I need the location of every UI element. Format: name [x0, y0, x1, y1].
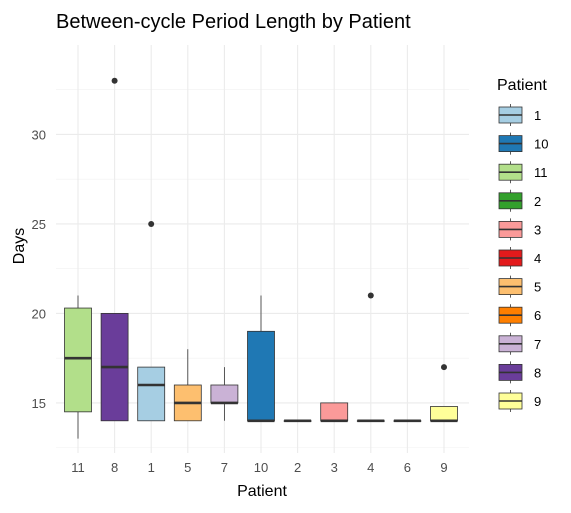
legend-label: 11: [534, 165, 548, 180]
x-axis-label: Patient: [237, 483, 287, 500]
chart-title: Between-cycle Period Length by Patient: [56, 11, 411, 33]
x-tick-label: 4: [367, 460, 374, 475]
legend-item-10: 10: [498, 132, 548, 155]
legend-item-6: 6: [498, 304, 541, 327]
x-tick-label: 7: [221, 460, 228, 475]
x-tick-label: 2: [294, 460, 301, 475]
legend-label: 10: [534, 137, 548, 152]
box-patient-7: [210, 367, 239, 421]
legend-item-1: 1: [498, 104, 541, 126]
box-patient-4: [356, 292, 385, 423]
legend-title: Patient: [497, 77, 547, 94]
legend-item-11: 11: [498, 161, 548, 184]
legend-label: 7: [534, 337, 541, 352]
outlier-point: [111, 77, 118, 84]
box-iqr: [430, 406, 458, 422]
box-iqr: [320, 402, 349, 422]
box-patient-11: [64, 295, 92, 439]
x-tick-label: 9: [440, 460, 447, 475]
legend: Patient 1 10 11 2 3 4 5 6 7 8 9: [497, 77, 548, 412]
outlier-point: [148, 220, 155, 227]
box-iqr: [137, 366, 166, 422]
y-axis-label: Days: [11, 228, 28, 264]
legend-item-2: 2: [498, 189, 541, 212]
box-patient-5: [173, 349, 202, 422]
legend-label: 3: [534, 222, 541, 237]
outlier-point: [367, 292, 374, 299]
legend-item-5: 5: [498, 275, 541, 298]
legend-item-4: 4: [498, 247, 541, 269]
x-tick-label: 1: [148, 460, 155, 475]
x-tick-label: 8: [111, 460, 118, 475]
y-tick-label: 15: [32, 396, 46, 411]
y-tick-label: 30: [32, 127, 46, 142]
y-tick-label: 25: [32, 217, 46, 232]
box-patient-10: [247, 295, 275, 423]
legend-item-8: 8: [498, 361, 541, 384]
box-patient-6: [393, 419, 422, 423]
legend-label: 9: [534, 394, 541, 409]
legend-label: 4: [534, 251, 541, 266]
outlier-point: [441, 364, 447, 371]
legend-label: 6: [534, 308, 541, 323]
x-tick-label: 6: [404, 460, 411, 475]
box-iqr: [210, 384, 239, 404]
x-tick-label: 10: [254, 460, 268, 475]
legend-item-9: 9: [498, 390, 541, 412]
box-patient-1: [137, 220, 166, 422]
legend-item-3: 3: [498, 218, 541, 241]
box-patient-8: [100, 77, 129, 422]
boxes: [64, 77, 458, 439]
x-tick-label: 5: [184, 460, 191, 475]
x-tick-label: 3: [331, 460, 338, 475]
legend-label: 2: [534, 194, 541, 209]
legend-item-7: 7: [498, 332, 541, 355]
legend-label: 5: [534, 280, 541, 295]
box-patient-9: [430, 364, 458, 423]
x-tick-label: 11: [71, 460, 85, 475]
legend-label: 8: [534, 365, 541, 380]
box-iqr: [247, 330, 275, 422]
box-patient-2: [283, 419, 312, 423]
legend-label: 1: [534, 108, 541, 123]
box-iqr: [64, 307, 92, 413]
box-patient-3: [320, 402, 349, 423]
y-tick-label: 20: [32, 306, 46, 321]
